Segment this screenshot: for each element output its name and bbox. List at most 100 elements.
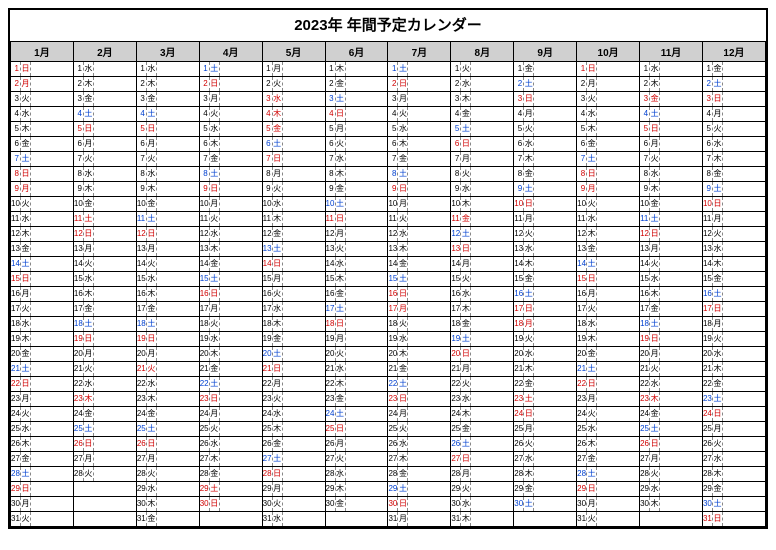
day-of-week: 日 — [147, 227, 157, 241]
day-number: 6 — [11, 137, 21, 151]
day-number: 8 — [577, 167, 587, 181]
day-of-week: 木 — [650, 77, 660, 91]
day-of-week: 木 — [713, 362, 723, 376]
day-number: 9 — [577, 182, 587, 196]
day-cell: 13月 — [640, 242, 703, 257]
day-cell: 2土 — [514, 77, 577, 92]
day-of-week: 木 — [84, 182, 94, 196]
day-note — [597, 137, 639, 151]
day-cell: 16日 — [388, 287, 451, 302]
day-number: 28 — [514, 467, 524, 481]
day-cell: 22日 — [11, 377, 74, 392]
day-of-week: 木 — [21, 437, 31, 451]
day-of-week: 日 — [336, 212, 346, 226]
day-note — [220, 332, 262, 346]
day-cell: 3火 — [577, 92, 640, 107]
day-cell: 18木 — [262, 317, 325, 332]
day-of-week: 木 — [210, 347, 220, 361]
day-number: 26 — [263, 437, 273, 451]
day-number: 14 — [577, 257, 587, 271]
day-number: 11 — [11, 212, 21, 226]
day-cell — [73, 482, 136, 497]
day-number: 30 — [577, 497, 587, 511]
day-cell: 15土 — [199, 272, 262, 287]
day-number: 22 — [577, 377, 587, 391]
day-number: 26 — [326, 437, 336, 451]
day-cell: 16日 — [199, 287, 262, 302]
day-note — [471, 482, 513, 496]
day-number: 10 — [137, 197, 147, 211]
day-number: 16 — [11, 287, 21, 301]
day-number: 24 — [263, 407, 273, 421]
day-note — [94, 167, 136, 181]
day-of-week: 日 — [524, 92, 534, 106]
day-number: 31 — [388, 512, 398, 526]
day-cell: 24火 — [11, 407, 74, 422]
day-note — [660, 302, 702, 316]
day-note — [31, 347, 73, 361]
day-cell: 26金 — [262, 437, 325, 452]
day-note — [157, 512, 199, 526]
day-number: 23 — [577, 392, 587, 406]
day-of-week: 月 — [398, 197, 408, 211]
day-number: 14 — [200, 257, 210, 271]
day-note — [346, 392, 388, 406]
day-number: 5 — [451, 122, 461, 136]
day-of-week: 火 — [336, 137, 346, 151]
day-cell: 18土 — [640, 317, 703, 332]
day-number: 5 — [137, 122, 147, 136]
day-cell: 12日 — [640, 227, 703, 242]
day-number: 10 — [326, 197, 336, 211]
day-row: 9月9木9木9日9火9金9日9水9土9月9木9土 — [11, 182, 766, 197]
day-note — [94, 467, 136, 481]
day-note — [597, 272, 639, 286]
day-number: 22 — [200, 377, 210, 391]
day-of-week: 金 — [461, 317, 471, 331]
day-note — [660, 212, 702, 226]
day-of-week: 木 — [21, 122, 31, 136]
day-number: 15 — [451, 272, 461, 286]
day-cell: 7火 — [136, 152, 199, 167]
day-cell: 27金 — [577, 452, 640, 467]
day-number: 12 — [74, 227, 84, 241]
day-note — [346, 107, 388, 121]
day-cell: 2木 — [73, 77, 136, 92]
day-number: 14 — [11, 257, 21, 271]
day-cell: 10金 — [136, 197, 199, 212]
day-cell: 10木 — [451, 197, 514, 212]
day-note — [408, 227, 450, 241]
day-of-week: 日 — [398, 77, 408, 91]
day-cell: 4日 — [325, 107, 388, 122]
day-of-week: 土 — [210, 167, 220, 181]
day-note — [471, 152, 513, 166]
day-note — [220, 272, 262, 286]
day-of-week: 水 — [461, 392, 471, 406]
day-number: 29 — [388, 482, 398, 496]
day-number: 30 — [200, 497, 210, 511]
day-note — [660, 152, 702, 166]
day-of-week: 水 — [273, 302, 283, 316]
day-note — [283, 407, 325, 421]
day-cell: 1水 — [73, 62, 136, 77]
day-cell: 8土 — [388, 167, 451, 182]
day-of-week: 火 — [461, 377, 471, 391]
day-cell: 23木 — [136, 392, 199, 407]
day-number: 16 — [640, 287, 650, 301]
day-cell: 23日 — [388, 392, 451, 407]
day-of-week: 水 — [147, 272, 157, 286]
day-cell: 10月 — [388, 197, 451, 212]
day-cell: 11火 — [388, 212, 451, 227]
day-of-week: 火 — [21, 197, 31, 211]
day-cell: 19水 — [199, 332, 262, 347]
day-cell: 22水 — [640, 377, 703, 392]
day-number: 27 — [326, 452, 336, 466]
day-number: 12 — [388, 227, 398, 241]
day-note — [31, 512, 73, 526]
day-cell: 15日 — [11, 272, 74, 287]
day-note — [408, 422, 450, 436]
day-number: 5 — [514, 122, 524, 136]
day-note — [283, 437, 325, 451]
day-of-week: 土 — [713, 182, 723, 196]
day-note — [534, 212, 576, 226]
day-cell: 3金 — [136, 92, 199, 107]
